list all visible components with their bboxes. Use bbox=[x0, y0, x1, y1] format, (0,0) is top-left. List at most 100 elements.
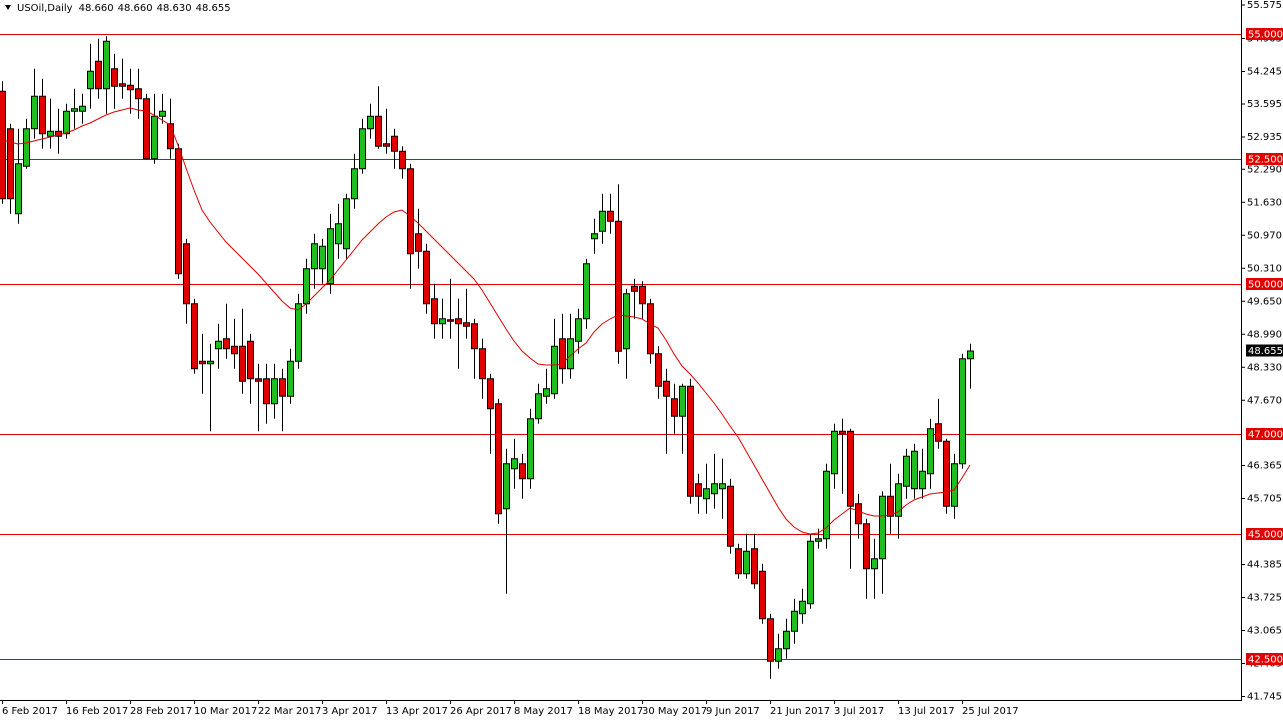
candle-body-down bbox=[399, 150, 406, 170]
candle-body-down bbox=[727, 485, 734, 547]
candle-body-up bbox=[703, 488, 710, 500]
candle-body-up bbox=[295, 303, 302, 362]
candle-body-down bbox=[487, 378, 494, 410]
candle-body-down bbox=[95, 60, 102, 90]
candle-body-up bbox=[959, 358, 966, 465]
candle-body-up bbox=[711, 483, 718, 495]
candle-body-up bbox=[215, 340, 222, 350]
candle-body-up bbox=[311, 243, 318, 270]
menu-arrow bbox=[5, 5, 11, 10]
candle-body-up bbox=[591, 233, 598, 240]
header-quote: 48.630 bbox=[157, 3, 192, 14]
header-quote: 48.660 bbox=[79, 3, 114, 14]
level-label-box bbox=[1246, 428, 1283, 440]
candle-body-down bbox=[255, 378, 262, 382]
candle-body-up bbox=[543, 388, 550, 397]
candle-body-up bbox=[23, 128, 30, 167]
moving-average bbox=[1, 107, 971, 535]
candle-body-down bbox=[39, 95, 46, 135]
candle-body-up bbox=[79, 105, 86, 112]
x-tick-label: 13 Apr 2017 bbox=[386, 706, 448, 717]
candle-body-up bbox=[719, 483, 726, 490]
level-label: 45.000 bbox=[1248, 530, 1283, 541]
candle-body-down bbox=[607, 210, 614, 222]
candle-body-up bbox=[343, 198, 350, 250]
candle-body-up bbox=[15, 163, 22, 215]
candle-body-down bbox=[495, 403, 502, 515]
overlay bbox=[1, 107, 971, 535]
candle-body-down bbox=[183, 243, 190, 305]
header-quote: 48.660 bbox=[118, 3, 153, 14]
x-tick-label: 3 Jul 2017 bbox=[834, 706, 884, 717]
candle-body-down bbox=[135, 88, 142, 100]
candle-body-down bbox=[447, 319, 454, 322]
candle-body-down bbox=[383, 143, 390, 147]
candle-body-down bbox=[415, 233, 422, 252]
candle-body-up bbox=[367, 115, 374, 130]
candle-body-down bbox=[191, 303, 198, 370]
candle-body-down bbox=[519, 463, 526, 480]
candle-body-down bbox=[751, 548, 758, 585]
candle-body-down bbox=[247, 340, 254, 380]
level-label-box bbox=[1246, 153, 1283, 165]
candle-body-down bbox=[127, 84, 134, 91]
candle-body-up bbox=[87, 70, 94, 90]
candle-body-up bbox=[47, 130, 54, 137]
candle-body-up bbox=[359, 128, 366, 170]
candle-body-down bbox=[663, 380, 670, 397]
y-tick-label: 54.245 bbox=[1247, 67, 1282, 78]
candle-body-down bbox=[631, 285, 638, 292]
candle-body-up bbox=[327, 228, 334, 285]
chart-title: USOil,Daily bbox=[17, 3, 73, 14]
candle-body-down bbox=[423, 250, 430, 305]
candle-body-up bbox=[159, 110, 166, 117]
candle-body-down bbox=[655, 353, 662, 387]
candle-body-up bbox=[799, 600, 806, 615]
level-label-box bbox=[1246, 28, 1283, 40]
candle-body-down bbox=[479, 348, 486, 380]
candle-body-down bbox=[767, 618, 774, 662]
candle-body-up bbox=[583, 263, 590, 320]
candle-body-up bbox=[551, 345, 558, 395]
candle-body-down bbox=[407, 168, 414, 255]
candle-body-up bbox=[807, 540, 814, 605]
candle-body-up bbox=[967, 350, 974, 360]
x-tick-label: 9 Jun 2017 bbox=[706, 706, 760, 717]
level-label: 50.000 bbox=[1248, 280, 1283, 291]
level-label-box bbox=[1246, 278, 1283, 290]
candle-body-down bbox=[391, 135, 398, 152]
y-tick-label: 45.705 bbox=[1247, 494, 1282, 505]
candle-body-up bbox=[439, 318, 446, 325]
candle-body-down bbox=[935, 423, 942, 442]
candle-body-up bbox=[71, 108, 78, 112]
candle-body-down bbox=[887, 495, 894, 517]
candle-body-down bbox=[687, 385, 694, 497]
level-label: 52.500 bbox=[1248, 155, 1283, 166]
candle-body-down bbox=[119, 83, 126, 87]
candles bbox=[0, 36, 974, 679]
x-tick-label: 28 Feb 2017 bbox=[130, 706, 192, 717]
candle-body-down bbox=[839, 430, 846, 435]
y-tick-label: 50.310 bbox=[1247, 263, 1282, 274]
y-tick-label: 50.970 bbox=[1247, 230, 1282, 241]
y-tick-label: 52.935 bbox=[1247, 132, 1282, 143]
x-tick-label: 8 May 2017 bbox=[514, 706, 573, 717]
candle-body-up bbox=[63, 110, 70, 135]
y-tick-label: 46.365 bbox=[1247, 461, 1282, 472]
candle-body-up bbox=[103, 40, 110, 90]
candle-body-up bbox=[823, 470, 830, 540]
y-tick-label: 43.725 bbox=[1247, 593, 1282, 604]
candle-body-down bbox=[111, 68, 118, 87]
candle-body-down bbox=[695, 483, 702, 497]
candle-body-up bbox=[903, 455, 910, 487]
candle-body-up bbox=[743, 550, 750, 575]
x-tick-label: 26 Apr 2017 bbox=[450, 706, 512, 717]
candle-body-up bbox=[503, 463, 510, 510]
candle-body-down bbox=[175, 148, 182, 275]
candle-body-down bbox=[647, 303, 654, 355]
candle-body-up bbox=[319, 245, 326, 270]
candle-body-up bbox=[951, 463, 958, 507]
y-tick-label: 48.990 bbox=[1247, 329, 1282, 340]
x-tick-label: 16 Feb 2017 bbox=[66, 706, 128, 717]
